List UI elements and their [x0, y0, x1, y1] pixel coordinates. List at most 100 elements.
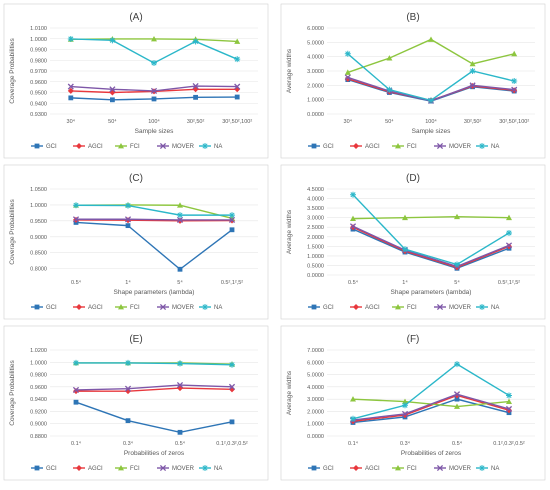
x-tick-label: 0.1⁴ [348, 440, 359, 447]
series-line-agci [352, 226, 510, 269]
x-tick-label: 5⁴ [177, 279, 183, 286]
y-axis-label: Coverage Probabilities [9, 199, 16, 265]
y-tick-label: 0.8800 [30, 434, 47, 440]
legend: GCI AGCI FCI MOVER NA [308, 303, 499, 311]
data-point-gci [151, 96, 157, 102]
y-tick-label: 0.9000 [30, 235, 47, 241]
data-point-na [229, 212, 235, 219]
legend-marker-na [479, 304, 485, 310]
legend-marker-na [202, 143, 208, 149]
legend-marker-mover [159, 464, 167, 472]
legend-marker-mover [159, 142, 167, 150]
data-point-mover [228, 216, 236, 223]
series-line-gci [75, 401, 233, 434]
data-point-mover [176, 381, 184, 389]
y-tick-label: 0.9000 [30, 422, 47, 428]
series-line-mover [352, 225, 510, 268]
y-tick-label: 0.0000 [307, 434, 324, 440]
data-point-mover [72, 386, 80, 393]
data-point-fci [350, 215, 356, 222]
y-tick-label: 3.0000 [307, 397, 324, 403]
data-point-gci [68, 95, 74, 101]
data-point-mover [511, 86, 518, 93]
data-point-fci [350, 396, 356, 402]
x-tick-label: 30⁴ [344, 118, 353, 125]
panel-frame [3, 3, 269, 159]
legend-label-agci: AGCI [365, 305, 380, 311]
x-tick-label: 0.5²,1²,5² [221, 280, 243, 286]
data-point-na [229, 361, 235, 368]
legend: GCI AGCI FCI MOVER NA [308, 142, 499, 150]
legend-label-fci: FCI [407, 466, 417, 472]
series-line-fci [352, 216, 510, 220]
x-tick-label: 0.5⁴ [71, 279, 82, 286]
x-tick-label: 0.1²,0.3²,0.5² [493, 441, 525, 447]
x-tick-label: 0.5⁴ [175, 440, 186, 447]
data-point-na [192, 38, 199, 45]
legend-marker-fci [395, 143, 401, 149]
chart-panel-e: (E) 0.8800 0.9000 0.9200 0.9400 0.9600 0.9800 1… [3, 325, 269, 481]
chart-panel-b: (B) 0.0000 1.0000 2.0000 3.0000 4.0000 5.0000 6… [280, 3, 546, 159]
data-point-mover [401, 410, 409, 417]
y-axis-label: Average widths [286, 209, 293, 254]
data-point-gci [73, 399, 79, 405]
y-tick-label: 0.8500 [30, 251, 47, 257]
legend-marker-gci [34, 304, 40, 310]
y-tick-label: 3.0000 [307, 216, 324, 222]
data-point-fci [454, 213, 460, 220]
data-point-na [177, 212, 183, 219]
series-line-mover [76, 218, 232, 221]
y-tick-label: 4.0000 [307, 197, 324, 203]
data-point-na [402, 402, 408, 409]
data-point-na [428, 97, 434, 104]
legend-label-agci: AGCI [365, 144, 380, 150]
series-line-agci [75, 219, 233, 222]
x-tick-label: 0.1⁴ [71, 440, 82, 447]
y-tick-label: 0.0000 [307, 273, 324, 279]
legend-marker-agci [76, 143, 82, 149]
legend-marker-gci [311, 304, 317, 310]
series-line-gci [352, 228, 510, 270]
legend-label-na: NA [214, 305, 222, 311]
data-point-na [177, 360, 183, 367]
data-point-mover [67, 83, 74, 90]
x-tick-label: 30²,50² [464, 119, 482, 125]
x-tick-label: 0.1²,0.3²,0.5² [216, 441, 248, 447]
panel-title: (F) [407, 334, 420, 345]
data-point-fci [402, 398, 408, 404]
x-axis-label: Probabilities of zeros [401, 450, 462, 457]
data-point-fci [177, 202, 183, 208]
legend-marker-fci [118, 143, 124, 149]
y-tick-label: 1.0000 [307, 422, 324, 428]
legend-marker-gci [34, 143, 40, 149]
panel-frame [280, 3, 546, 159]
x-tick-label: 0.3⁴ [123, 440, 134, 447]
data-point-na [109, 37, 116, 44]
series-line-gci [75, 221, 233, 271]
panel-frame [280, 164, 546, 320]
legend-marker-na [479, 143, 485, 149]
data-point-gci [177, 429, 183, 435]
legend-marker-fci [395, 304, 401, 310]
legend-marker-gci [311, 143, 317, 149]
legend-label-na: NA [491, 466, 499, 472]
y-axis-label: Coverage Probabilities [9, 360, 16, 426]
data-point-mover [505, 405, 513, 413]
panel-title: (B) [406, 12, 419, 23]
y-tick-label: 0.8000 [30, 267, 47, 273]
x-tick-label: 50⁴ [108, 118, 117, 125]
data-point-na [511, 78, 518, 85]
y-tick-label: 0.9500 [30, 91, 47, 97]
x-tick-label: 30²,50²,100² [222, 119, 252, 125]
y-axis-label: Average widths [286, 48, 293, 93]
y-tick-label: 0.0000 [307, 112, 324, 118]
legend-label-gci: GCI [323, 305, 334, 311]
y-tick-label: 0.5000 [307, 263, 324, 269]
legend-label-agci: AGCI [88, 305, 103, 311]
data-point-gci [229, 227, 235, 233]
x-axis-label: Shape parameters (lambda) [391, 289, 472, 296]
legend-label-gci: GCI [323, 144, 334, 150]
data-point-fci [386, 55, 393, 61]
y-tick-label: 4.0000 [307, 55, 324, 61]
